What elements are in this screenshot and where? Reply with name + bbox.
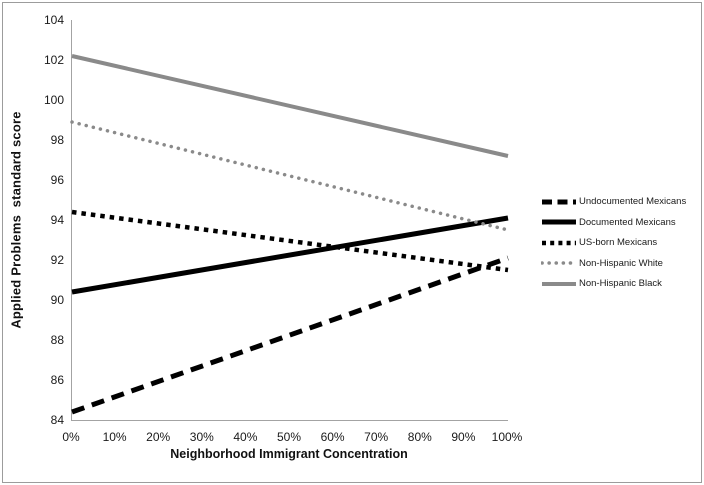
series-line-us-born-mexicans [71,209,509,273]
legend-item-non-hispanic-black: Non-Hispanic Black [541,277,686,290]
legend-item-undocumented-mexicans: Undocumented Mexicans [541,195,686,208]
x-tick-label: 80% [407,430,432,444]
x-tick-label: 20% [146,430,171,444]
x-tick-label: 0% [62,430,80,444]
legend-label: Documented Mexicans [579,216,676,228]
legend-marker-line-icon [542,240,576,245]
x-tick-label: 40% [233,430,258,444]
legend-item-documented-mexicans: Documented Mexicans [541,216,686,229]
legend-label: Undocumented Mexicans [579,196,687,207]
plot-area [70,20,510,421]
y-tick-label: 94 [50,213,64,227]
y-tick-label: 90 [50,293,64,307]
y-tick-label: 92 [50,253,64,267]
y-axis-title: Applied Problems standard score [8,111,24,329]
y-tick-label: 86 [50,373,64,387]
x-tick-label: 90% [451,430,476,444]
y-tick-label: 96 [50,173,64,187]
x-tick-label: 60% [320,430,345,444]
legend-marker-line-icon [541,261,577,265]
series-line-non-hispanic-white [70,120,510,232]
x-tick-label: 50% [276,430,302,444]
y-tick-label: 100 [43,93,64,107]
y-tick-label: 88 [50,333,64,347]
y-tick-label: 98 [50,133,64,147]
y-tick-label: 104 [43,13,64,27]
y-tick-label: 84 [50,413,64,427]
series-line-non-hispanic-black [71,54,509,158]
legend-label: US-born Mexicans [579,237,658,248]
legend-marker-line-icon [542,219,576,225]
y-tick-label: 102 [43,53,64,67]
legend-marker-line-icon [542,281,576,286]
legend-item-us-born-mexicans: US-born Mexicans [541,236,686,249]
x-tick-label: 10% [102,430,127,444]
x-axis-title: Neighborhood Immigrant Concentration [170,447,408,461]
legend-marker-line-icon [542,199,576,204]
chart-lines [70,54,510,415]
series-line-documented-mexicans [71,215,509,295]
x-tick-label: 70% [364,430,389,444]
series-line-undocumented-mexicans [71,255,509,415]
legend-item-non-hispanic-white: Non-Hispanic White [541,257,686,270]
legend-label: Non-Hispanic White [579,257,663,269]
legend: Undocumented Mexicans Documented Mexican… [541,195,686,290]
x-tick-label: 30% [189,430,214,444]
x-tick-label: 100% [491,430,523,444]
legend-label: Non-Hispanic Black [579,278,662,289]
